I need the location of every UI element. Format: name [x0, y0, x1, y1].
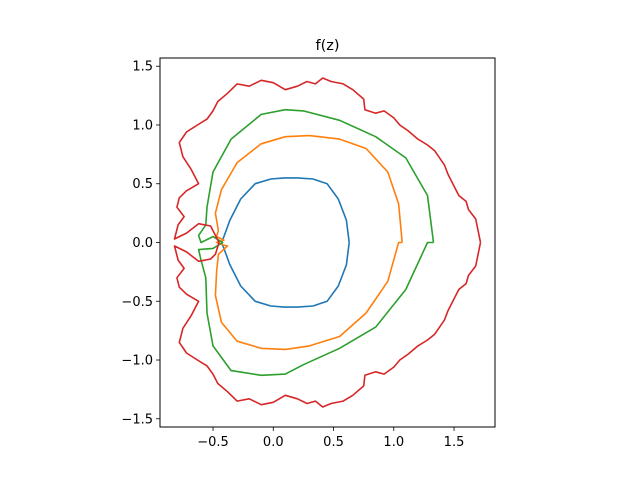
y-tick-label: −0.5: [121, 295, 153, 310]
series-4-line: [173, 77, 482, 408]
y-tick-label: 0.5: [132, 177, 153, 192]
x-tick-label: 0.0: [263, 435, 284, 450]
series-3-line: [197, 108, 435, 377]
chart-title: f(z): [315, 38, 339, 54]
y-tick-label: −1.0: [121, 354, 153, 369]
y-axis: −1.5 −1.0 −0.5 0.0 0.5 1.0 1.5: [121, 60, 160, 427]
y-tick-label: 0.0: [132, 236, 153, 251]
x-tick-label: 1.5: [444, 435, 465, 450]
x-tick-label: 1.0: [383, 435, 404, 450]
y-tick-label: 1.0: [132, 118, 153, 133]
plot-lines: [173, 77, 482, 408]
y-tick-label: 1.5: [132, 60, 153, 75]
y-tick-label: −1.5: [121, 412, 153, 427]
x-tick-label: −0.5: [197, 435, 229, 450]
x-axis: −0.5 0.0 0.5 1.0 1.5: [197, 427, 464, 450]
x-tick-label: 0.5: [323, 435, 344, 450]
